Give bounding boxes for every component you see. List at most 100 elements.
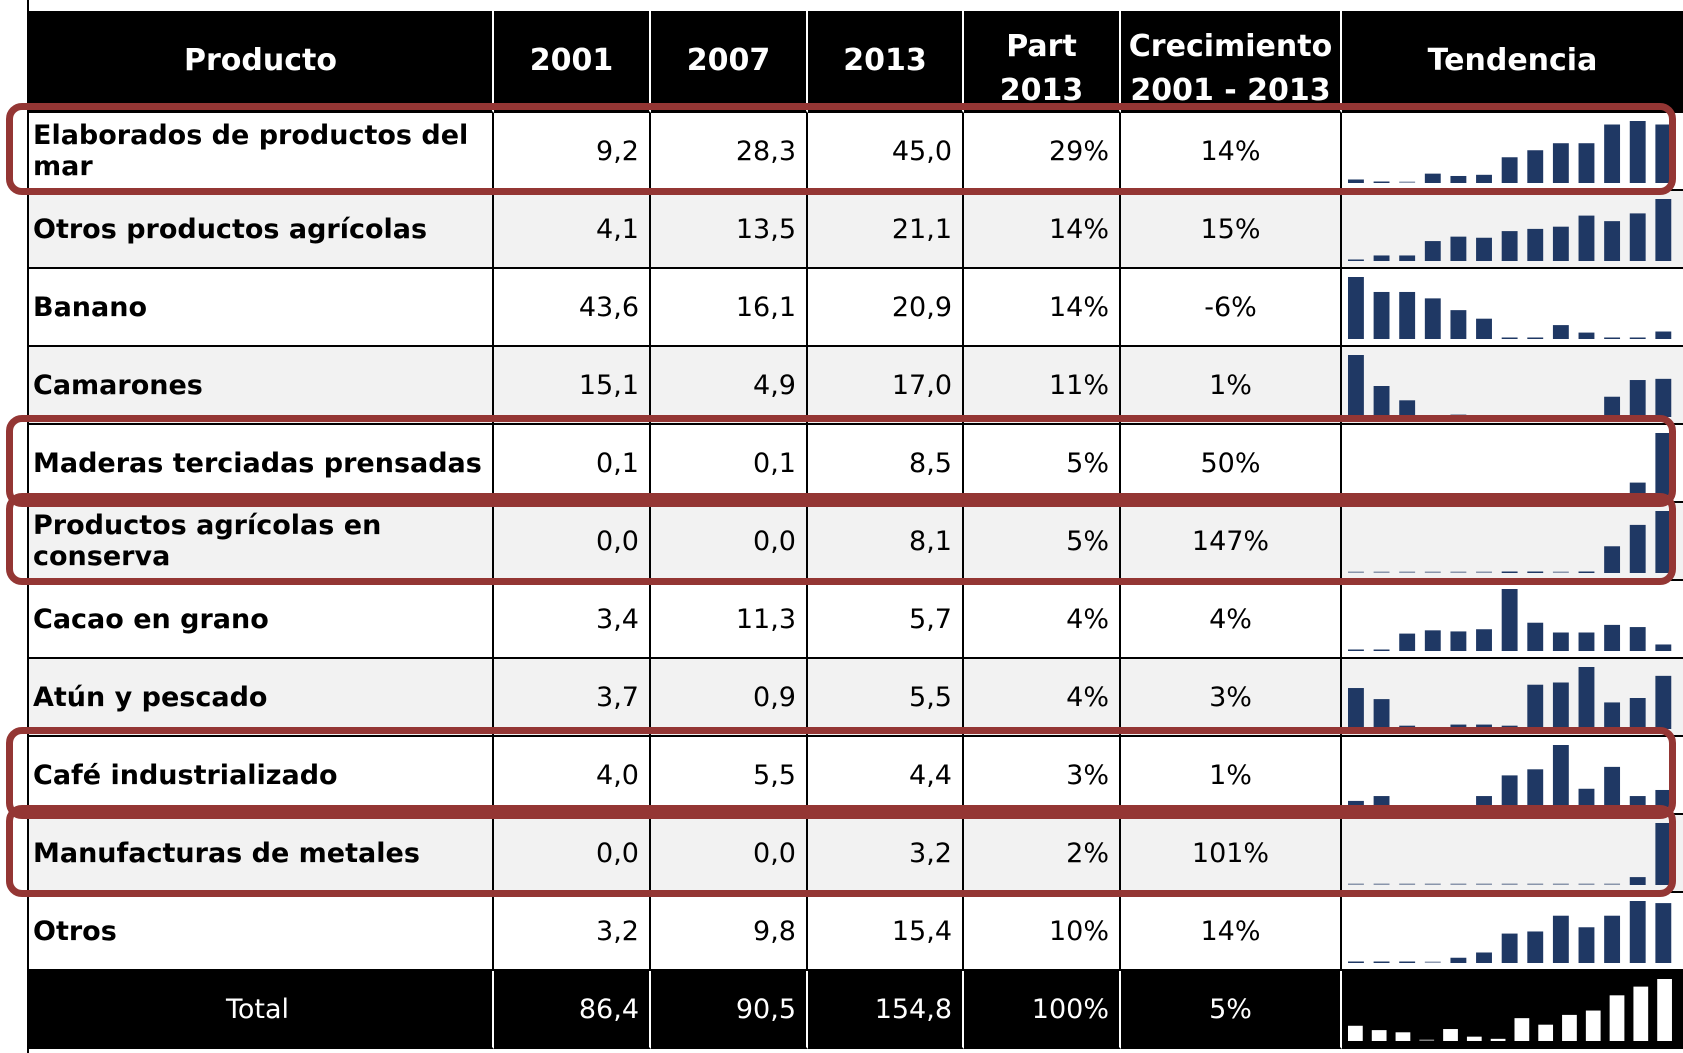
value-cell: 3,7	[494, 659, 651, 737]
value-cell: 4%	[1121, 581, 1342, 659]
value-cell: 11%	[964, 347, 1121, 425]
spark-bar	[1633, 986, 1649, 1041]
value-cell: 5%	[964, 503, 1121, 581]
value-cell: 8,5	[808, 425, 964, 503]
spark-bar	[1629, 337, 1646, 339]
value-cell: -6%	[1121, 269, 1342, 347]
spark-bar	[1490, 1038, 1506, 1041]
spark-bar	[1373, 796, 1390, 807]
data-row: Café industrializado 4,0 5,5 4,4 3% 1%	[29, 737, 1683, 815]
value-cell: 4,9	[651, 347, 808, 425]
value-cell: 86,4	[494, 971, 651, 1049]
value-cell: 5%	[1121, 971, 1342, 1049]
sparkline	[1348, 121, 1672, 183]
spark-bar	[1399, 255, 1416, 261]
spark-bar	[1629, 482, 1646, 495]
value-cell: 0,0	[651, 815, 808, 893]
value-cell: 11,3	[651, 581, 808, 659]
spark-bar	[1450, 493, 1467, 495]
product-name: Otros productos agrícolas	[29, 191, 494, 269]
spark-bar	[1348, 355, 1364, 417]
spark-bar	[1399, 400, 1416, 417]
spark-bar	[1450, 724, 1467, 729]
spark-bar	[1373, 883, 1390, 885]
value-cell: 9,2	[494, 113, 651, 191]
data-row: Elaborados de productos del mar 9,2 28,3 45…	[29, 113, 1683, 191]
value-cell: 0,0	[494, 815, 651, 893]
spark-bar	[1424, 298, 1441, 339]
value-cell: 0,0	[494, 503, 651, 581]
header-cell: 2007	[651, 11, 808, 113]
spark-bar	[1399, 961, 1416, 963]
spark-bar	[1450, 414, 1467, 417]
spark-bar	[1501, 933, 1518, 963]
value-cell: 1%	[1121, 347, 1342, 425]
spark-bar	[1655, 378, 1672, 417]
spark-bar	[1501, 231, 1518, 261]
spark-bar	[1604, 396, 1621, 417]
product-name: Camarones	[29, 347, 494, 425]
spark-bar	[1450, 236, 1467, 261]
spark-bar	[1373, 291, 1390, 339]
spark-bar	[1476, 318, 1492, 339]
spark-bar	[1578, 571, 1595, 573]
sparkline	[1348, 667, 1672, 729]
spark-bar	[1657, 979, 1672, 1041]
spark-bar	[1476, 629, 1492, 651]
spark-bar	[1424, 241, 1441, 261]
table: Producto 2001 2007 2013 Part 2013 Crecimiento…	[27, 0, 1683, 1053]
spark-bar	[1604, 493, 1621, 495]
spark-bar	[1450, 957, 1467, 963]
spark-bar	[1399, 633, 1416, 651]
spark-bar	[1629, 524, 1646, 573]
value-cell: 14%	[964, 269, 1121, 347]
value-cell: 15,4	[808, 893, 964, 971]
spark-bar	[1476, 237, 1492, 261]
spark-bar	[1527, 883, 1544, 885]
spark-bar	[1450, 805, 1467, 807]
value-cell: 0,1	[494, 425, 651, 503]
spark-bar	[1424, 493, 1441, 495]
spark-bar	[1399, 571, 1416, 573]
spark-bar	[1419, 1039, 1435, 1041]
value-cell: 14%	[1121, 893, 1342, 971]
spark-bar	[1585, 1010, 1601, 1041]
value-cell: 17,0	[808, 347, 964, 425]
product-name: Atún y pescado	[29, 659, 494, 737]
product-name: Cacao en grano	[29, 581, 494, 659]
spark-bar	[1655, 789, 1672, 807]
spark-bar	[1629, 796, 1646, 807]
sparkline	[1348, 901, 1672, 963]
spark-bar	[1348, 179, 1364, 183]
spark-bar	[1450, 310, 1467, 339]
spark-bar	[1527, 337, 1544, 339]
spark-bar	[1348, 277, 1364, 339]
value-cell: 4,0	[494, 737, 651, 815]
value-cell: 4%	[964, 659, 1121, 737]
value-cell: 3,2	[808, 815, 964, 893]
value-cell: 14%	[964, 191, 1121, 269]
spark-bar	[1348, 571, 1364, 573]
value-cell: 8,1	[808, 503, 964, 581]
sparkline	[1348, 589, 1672, 651]
spark-bar	[1424, 571, 1441, 573]
sparkline-cell	[1342, 659, 1683, 737]
spark-bar	[1552, 571, 1569, 573]
value-cell: 5,5	[651, 737, 808, 815]
data-row: Maderas terciadas prensadas 0,1 0,1 8,5 5% 50…	[29, 425, 1683, 503]
data-row: Otros productos agrícolas 4,1 13,5 21,1 14% 1…	[29, 191, 1683, 269]
spark-bar	[1399, 291, 1416, 339]
spark-bar	[1629, 627, 1646, 651]
spark-bar	[1629, 901, 1646, 963]
spark-bar	[1527, 150, 1544, 183]
spark-bar	[1578, 667, 1595, 729]
product-name: Banano	[29, 269, 494, 347]
value-cell: 3%	[1121, 659, 1342, 737]
spark-bar	[1552, 493, 1569, 495]
spark-bar	[1466, 1036, 1482, 1041]
spark-bar	[1424, 630, 1441, 651]
spark-bar	[1450, 175, 1467, 183]
spark-bar	[1476, 724, 1492, 729]
spark-bar	[1552, 883, 1569, 885]
spark-bar	[1424, 173, 1441, 183]
